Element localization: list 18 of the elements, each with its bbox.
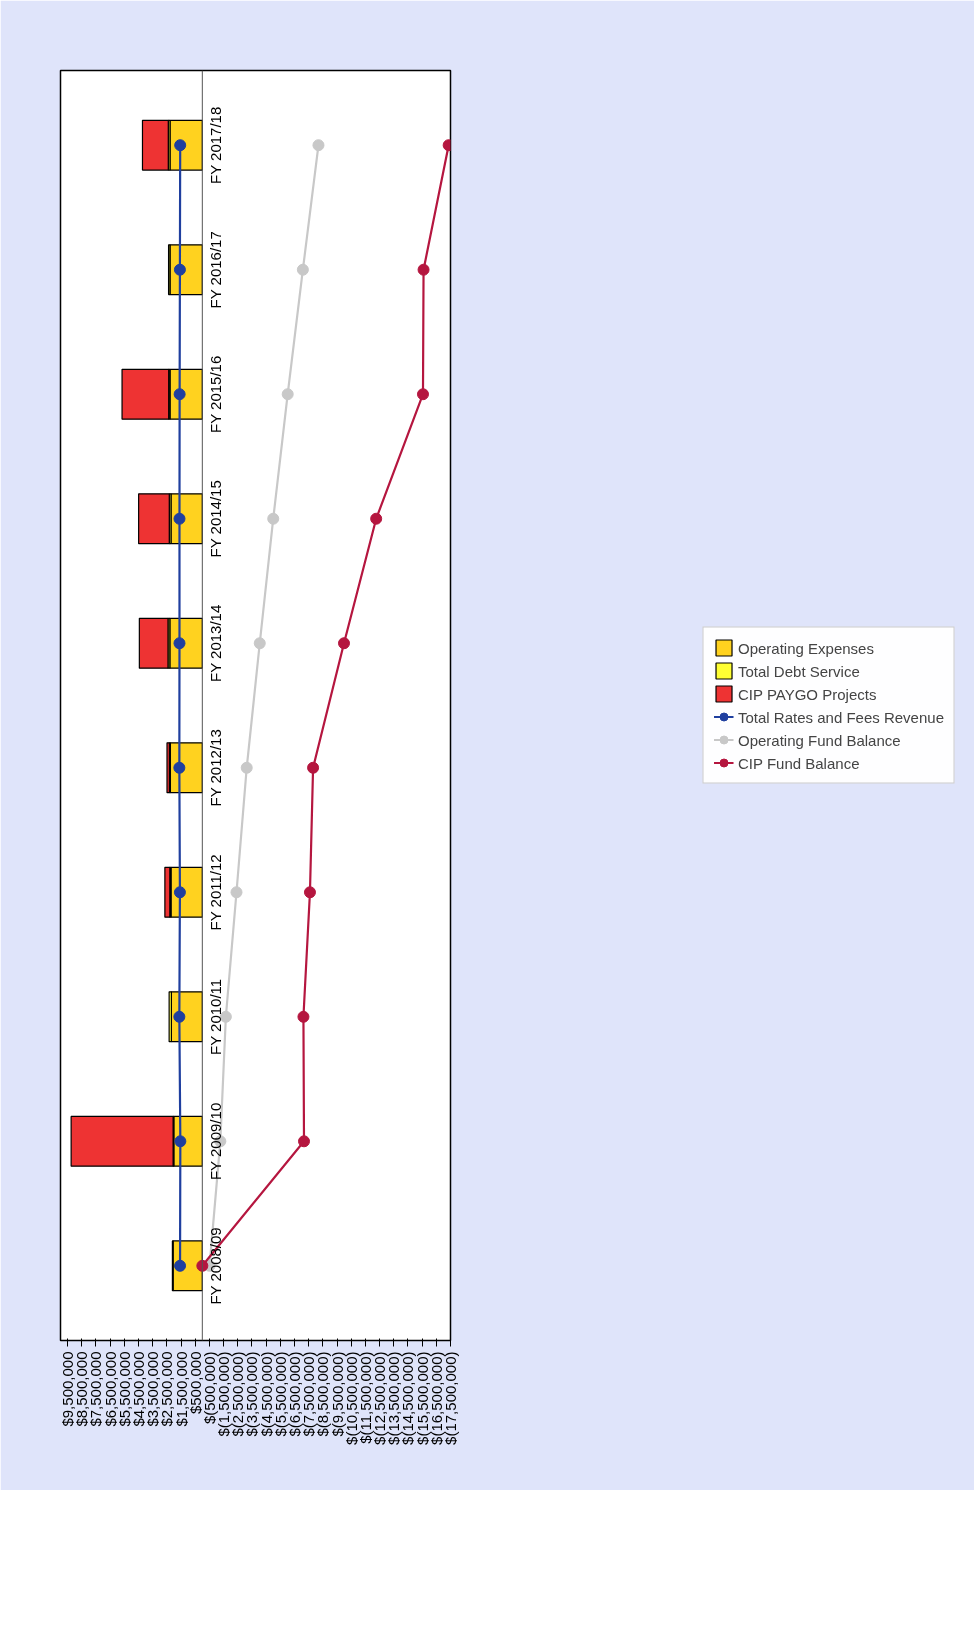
legend-label: Operating Fund Balance [738, 731, 901, 748]
y-tick-label: FY 2017/18 [206, 106, 224, 184]
y-tick-label: FY 2014/15 [206, 480, 224, 558]
legend-label: CIP PAYGO Projects [738, 685, 877, 702]
y-tick-label: FY 2015/16 [206, 355, 224, 433]
x-tick-label: $9,500,000 [59, 1351, 77, 1427]
y-tick-label: FY 2013/14 [206, 604, 224, 683]
legend-label: Total Debt Service [738, 662, 860, 679]
legend-label: Operating Expenses [738, 639, 874, 656]
y-tick-label: FY 2009/10 [206, 1102, 224, 1181]
legend-label: CIP Fund Balance [738, 754, 860, 771]
x-tick-label: $4,500,000 [130, 1351, 147, 1427]
y-tick-label: FY 2016/17 [206, 231, 224, 309]
y-tick-label: FY 2008/09 [206, 1227, 224, 1305]
y-tick-label: FY 2012/13 [206, 729, 224, 807]
legend-label: Total Rates and Fees Revenue [738, 708, 944, 725]
y-tick-label: FY 2011/12 [206, 854, 224, 931]
y-tick-label: FY 2010/11 [206, 978, 224, 1055]
